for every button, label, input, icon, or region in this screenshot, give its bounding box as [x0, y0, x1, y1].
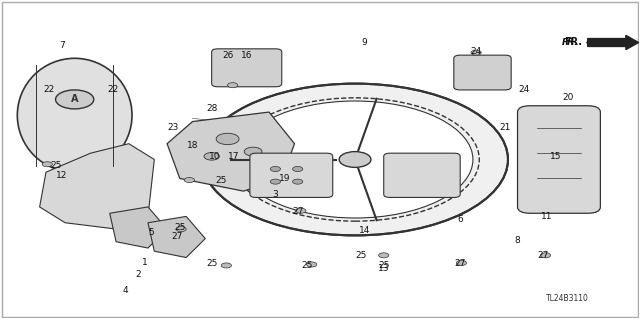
- Text: 23: 23: [168, 123, 179, 132]
- Polygon shape: [167, 112, 294, 191]
- Circle shape: [456, 260, 467, 265]
- Circle shape: [56, 90, 94, 109]
- Circle shape: [540, 253, 550, 258]
- Text: 25: 25: [174, 223, 186, 232]
- Circle shape: [204, 152, 220, 160]
- Circle shape: [202, 84, 508, 235]
- Text: 27: 27: [292, 207, 303, 216]
- Text: TL24B3110: TL24B3110: [546, 294, 589, 303]
- Text: 7: 7: [59, 41, 65, 50]
- Text: 22: 22: [44, 85, 55, 94]
- Circle shape: [216, 133, 239, 145]
- Text: 10: 10: [209, 152, 221, 161]
- Circle shape: [176, 226, 186, 232]
- Text: 25: 25: [216, 175, 227, 185]
- Text: 20: 20: [563, 93, 574, 102]
- FancyBboxPatch shape: [518, 106, 600, 213]
- Text: 15: 15: [550, 152, 561, 161]
- Text: 9: 9: [362, 38, 367, 47]
- Text: 27: 27: [538, 251, 548, 260]
- Circle shape: [42, 162, 52, 167]
- FancyArrow shape: [588, 35, 639, 50]
- Text: 1: 1: [142, 258, 148, 267]
- Polygon shape: [109, 207, 167, 248]
- Text: 14: 14: [359, 226, 371, 235]
- Text: 26: 26: [222, 51, 234, 60]
- Text: 27: 27: [454, 259, 466, 268]
- Text: 2: 2: [136, 271, 141, 279]
- Circle shape: [244, 147, 262, 156]
- Text: A: A: [71, 94, 79, 104]
- Circle shape: [307, 262, 317, 267]
- Circle shape: [471, 50, 481, 55]
- Circle shape: [292, 167, 303, 172]
- Text: 24: 24: [470, 48, 482, 56]
- Circle shape: [221, 263, 232, 268]
- Text: 12: 12: [56, 171, 68, 180]
- Circle shape: [228, 83, 238, 88]
- Text: 8: 8: [515, 236, 520, 245]
- Text: FR.: FR.: [561, 38, 578, 47]
- Text: 25: 25: [356, 251, 367, 260]
- Ellipse shape: [17, 58, 132, 172]
- FancyBboxPatch shape: [212, 49, 282, 87]
- Circle shape: [339, 152, 371, 167]
- FancyBboxPatch shape: [384, 153, 460, 197]
- Circle shape: [270, 179, 280, 184]
- Text: 24: 24: [518, 85, 529, 94]
- Text: 21: 21: [499, 123, 511, 132]
- Text: 5: 5: [148, 228, 154, 237]
- FancyBboxPatch shape: [454, 55, 511, 90]
- Circle shape: [237, 101, 473, 218]
- Text: 17: 17: [228, 152, 240, 161]
- Text: 3: 3: [273, 190, 278, 199]
- Text: 25: 25: [378, 261, 389, 270]
- Text: 19: 19: [279, 174, 291, 183]
- Text: 4: 4: [123, 286, 129, 295]
- Circle shape: [270, 167, 280, 172]
- Polygon shape: [40, 144, 154, 229]
- Text: 11: 11: [540, 212, 552, 221]
- Circle shape: [379, 253, 389, 258]
- Polygon shape: [148, 216, 205, 257]
- Text: 22: 22: [108, 85, 118, 94]
- Text: 16: 16: [241, 51, 252, 60]
- Text: 25: 25: [50, 161, 61, 170]
- Text: 25: 25: [301, 261, 313, 270]
- Text: FR.: FR.: [564, 38, 582, 48]
- FancyBboxPatch shape: [250, 153, 333, 197]
- Text: 6: 6: [458, 215, 463, 224]
- Text: 25: 25: [206, 259, 218, 268]
- Text: 28: 28: [206, 104, 218, 113]
- Circle shape: [296, 208, 306, 213]
- Text: 13: 13: [378, 264, 390, 273]
- Text: 18: 18: [187, 141, 198, 150]
- Circle shape: [184, 178, 195, 182]
- Text: 27: 27: [171, 233, 182, 241]
- Circle shape: [292, 179, 303, 184]
